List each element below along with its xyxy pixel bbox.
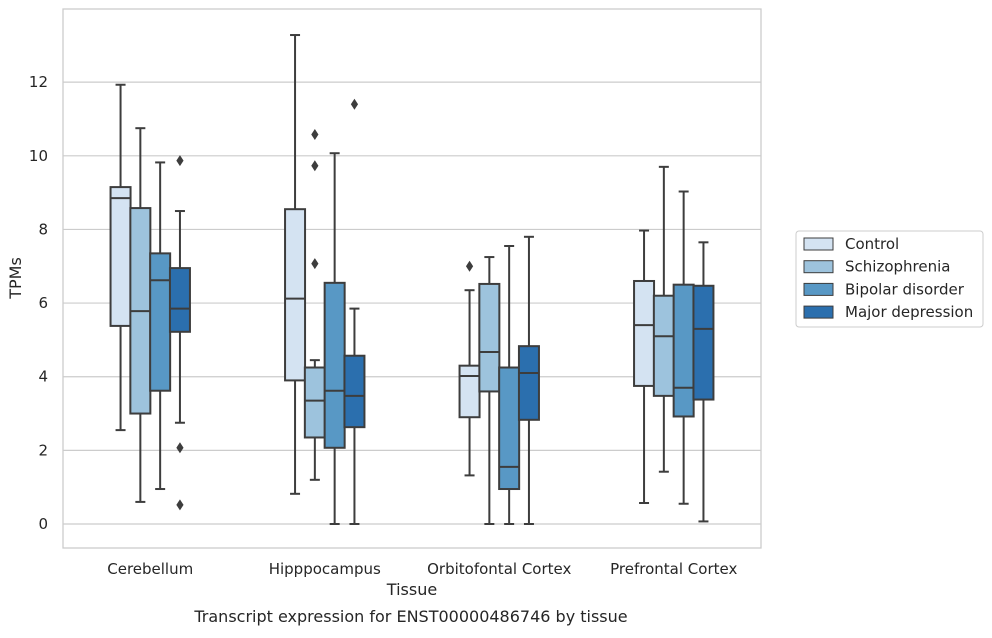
iqr-box [633, 279, 656, 387]
outlier-point [311, 128, 319, 140]
legend-swatch [803, 237, 834, 251]
box-control [633, 229, 656, 505]
box-major-depression [517, 235, 540, 525]
y-tick-label: 8 [38, 220, 48, 238]
y-tick-label: 0 [38, 515, 48, 533]
outlier-point [176, 442, 184, 454]
legend-swatch [803, 282, 834, 296]
y-tick-labels: 0 2 4 6 8 10 12 [29, 73, 48, 533]
legend-swatch [803, 260, 834, 274]
x-tick-label: Hipppocampus [269, 560, 381, 578]
iqr-box [343, 354, 366, 429]
box-bipolar-disorder [498, 245, 521, 525]
box-major-depression [168, 155, 191, 511]
outlier-point [311, 258, 319, 270]
legend-label: Control [845, 235, 899, 253]
box-major-depression [692, 241, 715, 523]
y-tick-label: 12 [29, 73, 48, 91]
box-control [109, 83, 132, 432]
iqr-box [517, 345, 540, 421]
x-axis-label: Tissue [386, 580, 437, 599]
box-major-depression [343, 98, 366, 525]
x-tick-label: Cerebellum [107, 560, 193, 578]
chart-caption: Transcript expression for ENST0000048674… [193, 607, 627, 626]
plot-frame [62, 8, 762, 549]
box-bipolar-disorder [672, 190, 695, 505]
y-axis-label: TPMs [6, 257, 25, 300]
x-tick-label: Prefrontal Cortex [610, 560, 737, 578]
legend-items: Control Schizophrenia Bipolar disorder Majo… [803, 235, 973, 321]
outlier-point [465, 260, 474, 272]
box-schizophrenia [478, 256, 501, 525]
y-tick-label: 10 [29, 147, 48, 165]
iqr-box [498, 366, 521, 491]
legend-swatch [803, 305, 834, 319]
outlier-point [350, 98, 359, 110]
iqr-box [458, 364, 481, 419]
iqr-box [478, 282, 501, 393]
iqr-box [284, 208, 307, 382]
iqr-box [168, 267, 191, 333]
legend-frame [795, 230, 984, 328]
iqr-box [692, 284, 715, 401]
box-schizophrenia [303, 128, 326, 481]
box-bipolar-disorder [149, 161, 172, 491]
outlier-point [176, 499, 184, 511]
iqr-box [652, 294, 675, 397]
outlier-point [176, 155, 184, 167]
y-tick-label: 6 [38, 294, 48, 312]
y-tick-label: 4 [38, 368, 48, 386]
box-control [284, 34, 307, 495]
legend-label: Schizophrenia [845, 258, 950, 276]
box-schizophrenia [652, 165, 675, 473]
box-bipolar-disorder [323, 152, 346, 525]
legend-label: Major depression [845, 303, 973, 321]
y-tick-label: 2 [38, 441, 48, 459]
outlier-point [311, 160, 319, 172]
box-plots [109, 34, 715, 525]
x-tick-labels: Cerebellum Hipppocampus Orbitofontal Corte… [107, 560, 737, 578]
box-control [458, 260, 481, 477]
box-schizophrenia [129, 127, 152, 503]
legend: Control Schizophrenia Bipolar disorder Majo… [795, 230, 984, 328]
legend-label: Bipolar disorder [845, 280, 965, 298]
iqr-box [323, 281, 346, 449]
x-tick-label: Orbitofontal Cortex [427, 560, 571, 578]
iqr-box [672, 283, 695, 418]
iqr-box [109, 186, 132, 327]
iqr-box [149, 252, 172, 392]
iqr-box [303, 366, 326, 439]
